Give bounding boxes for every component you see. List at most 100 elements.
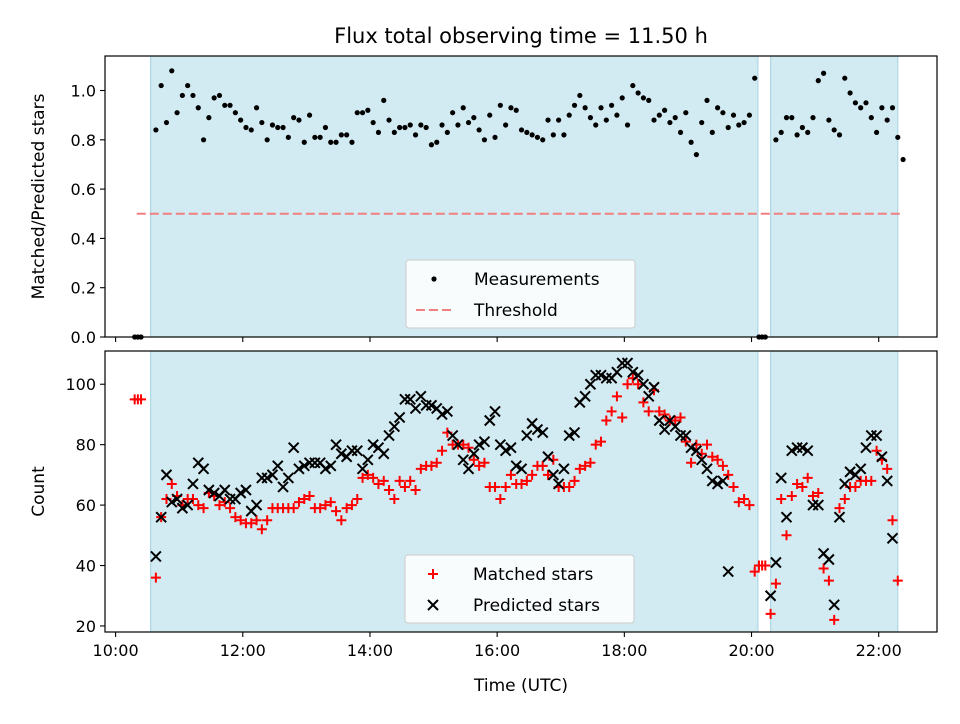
matched-star-point — [675, 412, 686, 423]
matched-star-point — [293, 497, 304, 508]
matched-star-point — [770, 578, 781, 589]
matched-star-point — [516, 478, 527, 489]
measurement-point — [614, 112, 620, 118]
matched-star-point — [739, 494, 750, 505]
measurement-point — [794, 132, 800, 138]
measurement-point — [736, 122, 742, 128]
matched-star-point — [262, 515, 273, 526]
measurement-point — [677, 129, 684, 136]
measurement-point — [852, 100, 858, 106]
predicted-star-point — [277, 481, 289, 493]
matched-star-point — [606, 406, 617, 417]
predicted-star-point — [844, 466, 856, 478]
matched-star-point — [346, 500, 357, 511]
predicted-star-point — [632, 369, 644, 381]
measurement-point — [688, 139, 694, 145]
predicted-star-point — [537, 426, 549, 439]
predicted-star-point — [542, 451, 554, 463]
measurement-point — [709, 129, 715, 136]
measurement-point — [820, 70, 827, 76]
measurement-point — [338, 132, 344, 138]
matched-star-point — [744, 500, 755, 511]
matched-star-point — [505, 469, 516, 480]
predicted-star-point — [812, 499, 825, 511]
measurement-point — [370, 119, 376, 126]
matched-star-point — [405, 475, 416, 486]
measurement-point — [291, 115, 297, 121]
matched-star-point — [601, 415, 612, 426]
y-tick-label: 80 — [76, 436, 96, 455]
matched-star-point — [834, 503, 845, 514]
predicted-star-point — [250, 499, 263, 511]
predicted-star-point — [325, 460, 337, 472]
matched-star-point — [781, 530, 792, 541]
measurement-point — [656, 112, 662, 118]
matched-star-point — [686, 457, 697, 468]
measurement-point — [704, 97, 710, 103]
measurement-point — [259, 119, 265, 126]
measurement-point — [238, 117, 244, 123]
legend-label: Measurements — [474, 270, 600, 290]
predicted-star-point — [436, 408, 448, 421]
matched-star-point — [786, 491, 797, 502]
predicted-star-point — [648, 381, 660, 393]
measurement-point — [651, 117, 657, 123]
measurement-point — [720, 110, 726, 116]
predicted-star-point — [219, 484, 231, 496]
measurement-point — [476, 127, 482, 133]
matched-star-point — [288, 503, 299, 514]
matched-star-point — [410, 484, 421, 495]
predicted-star-point — [515, 463, 528, 475]
predicted-star-point — [510, 460, 522, 472]
x-tick-label: 18:00 — [601, 641, 647, 660]
matched-star-point — [712, 454, 723, 465]
measurement-point — [582, 105, 588, 111]
matched-star-point — [596, 436, 607, 447]
measurement-point — [434, 139, 440, 145]
measurement-point — [561, 132, 567, 138]
predicted-star-point — [568, 426, 581, 439]
measurement-point — [386, 117, 392, 123]
measurement-point — [842, 75, 848, 81]
predicted-star-point — [621, 357, 634, 369]
measurement-point — [699, 119, 705, 126]
measurement-point — [900, 156, 906, 163]
predicted-star-point — [521, 429, 533, 442]
measurement-point — [789, 115, 795, 121]
matched-star-point — [580, 460, 591, 471]
measurement-point — [444, 129, 450, 136]
measurement-point — [635, 90, 641, 96]
measurement-point — [492, 134, 498, 140]
measurement-point — [317, 134, 323, 140]
predicted-star-point — [197, 463, 210, 475]
predicted-star-point — [701, 463, 713, 475]
matched-star-point — [723, 469, 734, 480]
matched-star-point — [871, 445, 882, 456]
predicted-star-point — [876, 451, 888, 463]
legend-label: Predicted stars — [473, 596, 600, 616]
measurement-point — [465, 119, 472, 126]
predicted-star-point — [860, 441, 872, 454]
y-tick-label: 0.8 — [71, 131, 96, 150]
measurement-point — [381, 97, 387, 103]
measurement-point — [624, 122, 631, 128]
matched-star-point — [590, 439, 601, 450]
matched-star-point — [818, 563, 829, 574]
predicted-star-point — [240, 484, 252, 496]
measurement-point — [174, 110, 180, 116]
observing-window-band — [770, 56, 898, 337]
measurement-point — [296, 117, 302, 123]
matched-star-point — [802, 472, 813, 483]
measurement-point — [450, 110, 456, 116]
measurement-point — [153, 127, 159, 133]
matched-star-point — [214, 500, 225, 511]
x-tick-label: 22:00 — [856, 641, 902, 660]
measurement-point — [524, 129, 530, 136]
matched-star-point — [235, 515, 246, 526]
measurement-point — [587, 115, 594, 121]
y-tick-label: 100 — [65, 375, 96, 394]
measurement-point — [397, 124, 403, 131]
measurement-point — [879, 105, 885, 111]
measurement-point — [815, 78, 821, 84]
measurement-point — [487, 112, 493, 118]
